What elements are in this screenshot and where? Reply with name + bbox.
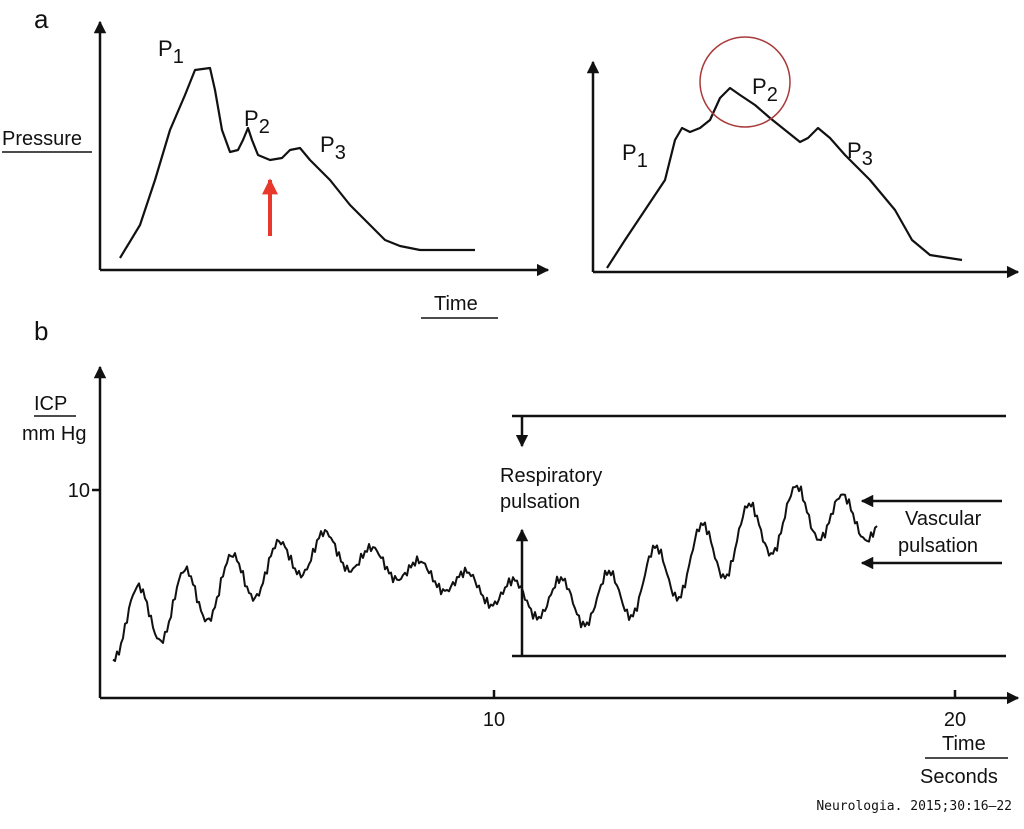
peak-label: P1 xyxy=(158,36,184,68)
peak-subscript: 2 xyxy=(767,84,778,106)
source: Neurologia. 2015;30:16–22 xyxy=(816,799,1012,814)
peak-label: P2 xyxy=(752,74,778,106)
peak-subscript: 3 xyxy=(862,148,873,170)
panel-label: a xyxy=(34,4,49,34)
annotation: Respiratory xyxy=(500,465,602,487)
peak-letter: P xyxy=(752,74,767,99)
peak-label: P3 xyxy=(847,138,873,170)
peak-subscript: 2 xyxy=(259,116,270,138)
annotation: Vascular xyxy=(905,508,982,530)
x-label: Seconds xyxy=(920,766,998,788)
annotation: pulsation xyxy=(898,535,978,557)
y-label: Pressure xyxy=(2,128,82,150)
peak-subscript: 1 xyxy=(637,150,648,172)
icp-waveform xyxy=(112,484,878,662)
peak-label: P2 xyxy=(244,106,270,138)
peak-label: P1 xyxy=(622,140,648,172)
y-label: ICP xyxy=(34,393,67,415)
peak-letter: P xyxy=(320,132,335,157)
peak-letter: P xyxy=(847,138,862,163)
y-tick-label: 10 xyxy=(68,480,90,502)
x-label: Time xyxy=(434,293,478,315)
waveform xyxy=(119,66,475,259)
peak-letter: P xyxy=(244,106,259,131)
highlight-circle xyxy=(699,36,791,128)
x-label: Time xyxy=(942,733,986,755)
peak-letter: P xyxy=(622,140,637,165)
peak-letter: P xyxy=(158,36,173,61)
y-label: mm Hg xyxy=(22,423,86,445)
panel-label: b xyxy=(34,316,48,346)
peak-label: P3 xyxy=(320,132,346,164)
x-tick-label: 20 xyxy=(944,709,966,731)
waveform xyxy=(606,86,963,269)
peak-subscript: 1 xyxy=(173,46,184,68)
annotation: pulsation xyxy=(500,491,580,513)
peak-subscript: 3 xyxy=(335,142,346,164)
x-tick-label: 10 xyxy=(483,709,505,731)
